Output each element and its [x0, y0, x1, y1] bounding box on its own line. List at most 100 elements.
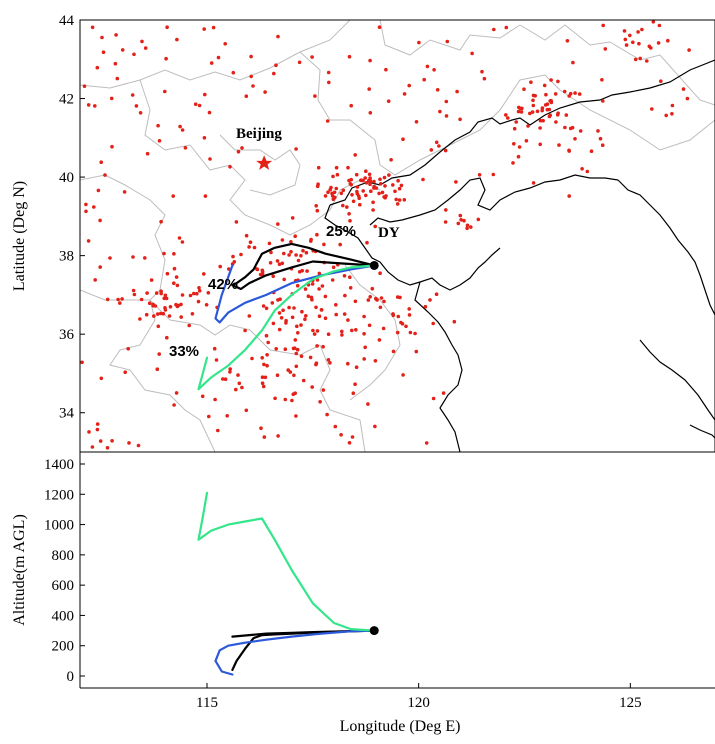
station-dot	[434, 140, 439, 145]
station-dot	[266, 340, 271, 345]
station-dot	[600, 78, 604, 82]
station-dot	[301, 248, 305, 253]
station-dot	[329, 185, 333, 190]
station-dot	[228, 367, 232, 371]
station-dot	[504, 25, 509, 30]
station-dot	[140, 39, 144, 44]
trajectory-alt-2	[214, 629, 376, 676]
station-dot	[90, 445, 95, 449]
station-dot	[296, 258, 301, 263]
longitude-axis-title: Longitude (Deg E)	[340, 718, 461, 735]
map-panel: Beijing DY 25% 42% 33% 34 36 38 40 42 44 Lati…	[11, 13, 715, 453]
station-dot	[330, 278, 335, 282]
station-dot	[159, 291, 163, 296]
alt-tick-label: 200	[52, 639, 75, 655]
station-dot	[378, 182, 383, 186]
station-dot	[101, 50, 106, 54]
station-dot	[396, 178, 400, 183]
station-dot	[177, 236, 182, 240]
station-dot	[381, 326, 386, 331]
station-dot	[681, 87, 686, 91]
station-dot	[197, 103, 202, 108]
lon-tick-label: 125	[619, 695, 642, 711]
station-dot	[273, 396, 277, 401]
station-dot	[120, 297, 124, 301]
cluster-label-33: 33%	[169, 343, 199, 360]
station-dot	[603, 47, 608, 51]
station-dot	[383, 184, 387, 188]
station-dot	[300, 268, 305, 273]
station-dot	[343, 293, 347, 298]
station-dot	[364, 169, 368, 173]
latitude-axis-title: Latitude (Deg N)	[11, 181, 28, 291]
station-dot	[338, 242, 343, 247]
station-dot	[397, 186, 402, 191]
station-dot	[172, 403, 176, 407]
station-dot	[397, 198, 402, 202]
station-dot	[317, 271, 322, 276]
station-dot	[414, 349, 419, 354]
station-dot	[531, 98, 535, 103]
station-dot	[165, 25, 169, 30]
station-dot	[263, 90, 267, 94]
station-dot	[567, 94, 571, 98]
station-dot	[323, 294, 328, 299]
station-dot	[283, 397, 288, 402]
station-dot	[162, 251, 166, 256]
station-dot	[531, 103, 536, 108]
station-dot	[318, 400, 322, 404]
altitude-axes	[79, 452, 715, 689]
station-dot	[519, 110, 524, 114]
province-boundaries	[80, 20, 715, 452]
station-dot	[383, 195, 388, 200]
longitude-ticks: 115 120 125	[196, 683, 642, 711]
station-dot	[350, 435, 355, 439]
station-dot	[183, 146, 188, 150]
station-dot	[120, 48, 125, 52]
station-dot	[363, 345, 368, 350]
station-dot	[261, 304, 266, 308]
station-dot	[98, 265, 102, 269]
station-dot	[174, 391, 179, 395]
station-dot	[202, 27, 206, 31]
station-dot	[531, 93, 536, 98]
station-dot	[276, 222, 280, 226]
station-dot	[650, 107, 654, 111]
station-dot	[332, 190, 337, 195]
station-dot	[580, 167, 584, 171]
station-dot	[158, 311, 163, 316]
altitude-origin-marker	[369, 626, 379, 636]
station-dot	[290, 398, 294, 403]
station-dot	[351, 391, 356, 396]
station-dot	[350, 328, 354, 333]
station-dot	[216, 55, 221, 60]
station-dot	[431, 321, 436, 326]
station-dot	[553, 92, 558, 96]
station-dot	[161, 311, 166, 316]
station-dot	[384, 67, 388, 72]
station-dot	[108, 256, 112, 260]
trajectory-alt-3	[197, 491, 376, 632]
station-dot	[313, 94, 317, 98]
station-dot	[316, 182, 320, 186]
station-dot	[290, 315, 295, 320]
station-dot	[670, 103, 675, 108]
station-dot	[110, 439, 114, 443]
station-dot	[547, 114, 552, 119]
trajectory-lines-altitude	[197, 491, 376, 676]
station-dot	[637, 41, 641, 46]
station-dot	[382, 175, 387, 180]
cluster-label-42: 42%	[208, 276, 238, 293]
station-dot	[482, 76, 487, 81]
station-dot	[598, 136, 603, 141]
station-dot	[292, 306, 296, 310]
station-dot	[127, 441, 131, 445]
station-dot	[469, 225, 473, 229]
station-dot	[84, 209, 88, 214]
station-dot	[530, 110, 535, 114]
station-dot	[196, 299, 201, 304]
lat-tick-label: 38	[59, 249, 74, 265]
station-dot	[391, 313, 396, 318]
station-dot	[402, 198, 407, 202]
